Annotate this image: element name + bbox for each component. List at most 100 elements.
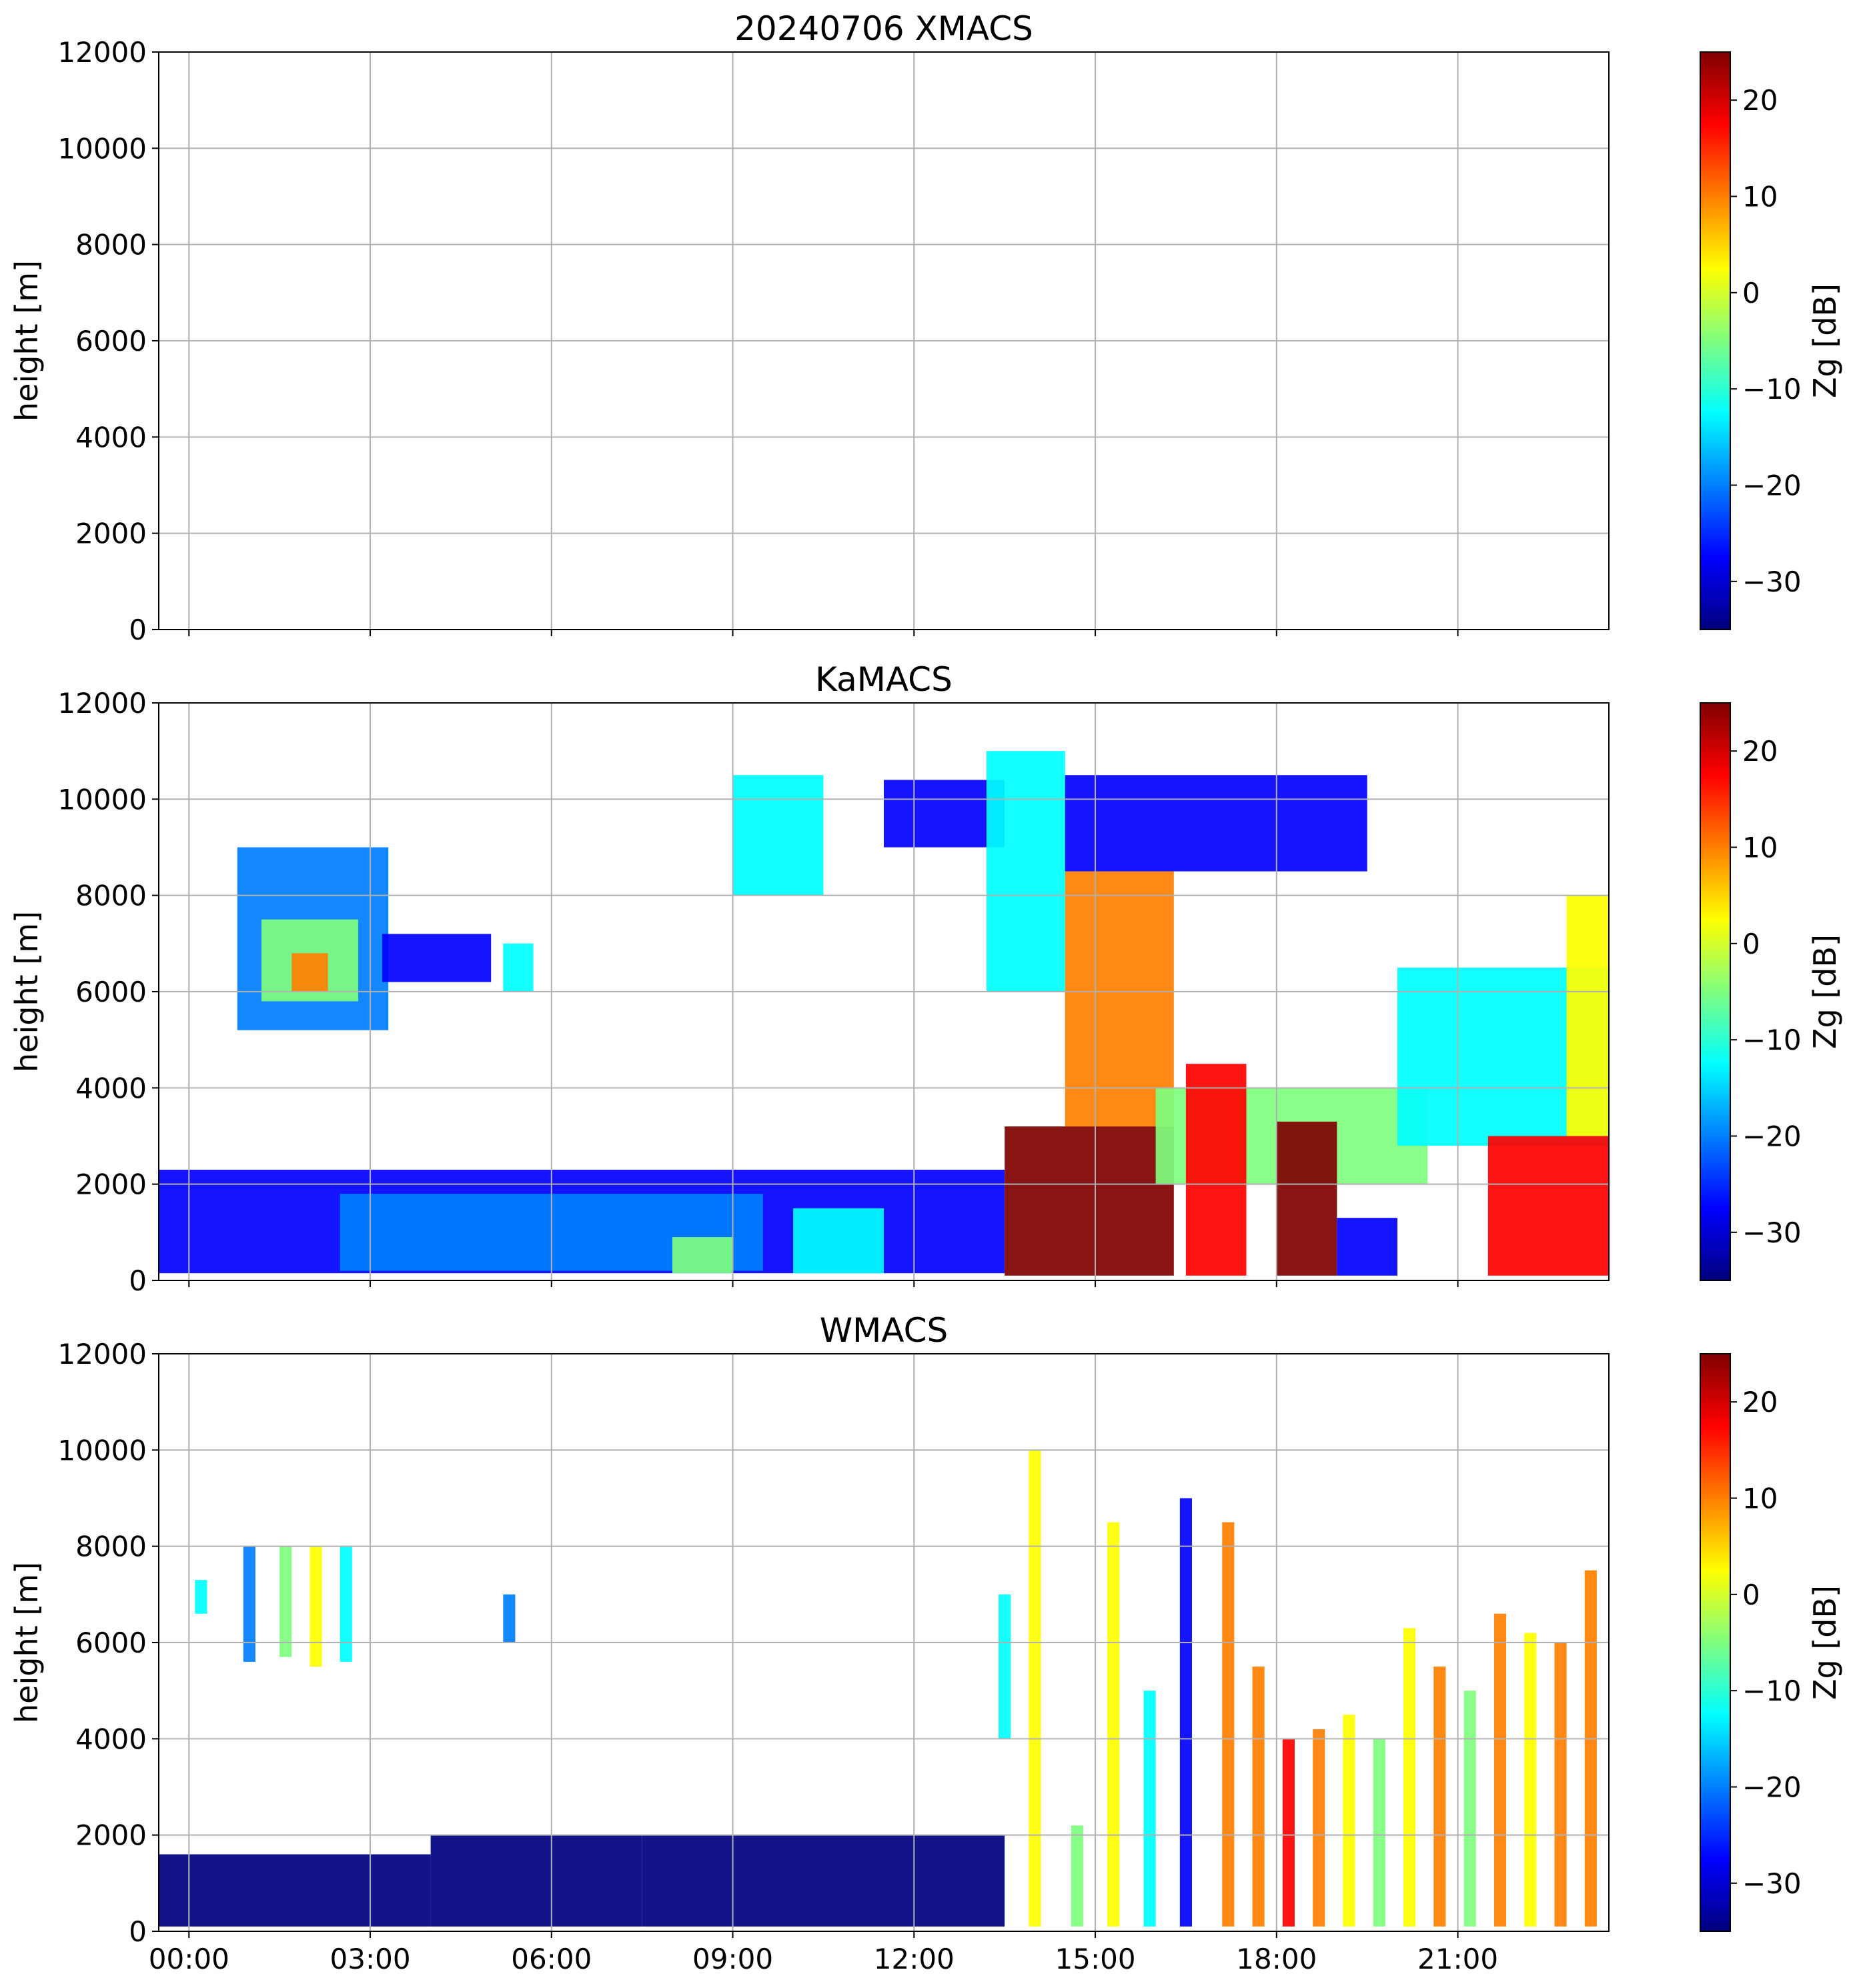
echo-cell	[1252, 1667, 1265, 1927]
echo-cell	[1337, 1218, 1397, 1276]
x-tick-label: 09:00	[692, 1943, 773, 1975]
panel-kamacs: 0 2000 4000 6000 8000 10000 12000 KaMACS height …	[9, 660, 1843, 1297]
echo-cell	[1185, 1064, 1247, 1276]
y-axis-label: height [m]	[9, 911, 45, 1072]
y-tick-label: 0	[129, 1915, 147, 1948]
y-tick-label: 8000	[75, 229, 147, 261]
colorbar-tick-label: 20	[1742, 735, 1778, 768]
reflectivity-echoes	[159, 1450, 1597, 1927]
panel-title: 20240706 XMACS	[734, 9, 1033, 48]
x-tick-label: 06:00	[511, 1943, 592, 1975]
y-tick-label: 12000	[57, 687, 147, 720]
panel-title: WMACS	[820, 1311, 949, 1350]
echo-cell	[291, 953, 328, 992]
echo-cell	[1282, 1739, 1295, 1927]
echo-cell	[884, 780, 1005, 848]
colorbar-tick-label: −20	[1742, 1120, 1802, 1153]
echo-cell	[1373, 1739, 1385, 1927]
echo-cell	[1276, 1121, 1337, 1276]
x-tick-label: 21:00	[1417, 1943, 1498, 1975]
y-tick-label: 2000	[75, 1819, 147, 1852]
y-axis-label: height [m]	[9, 260, 45, 421]
echo-cell	[1313, 1729, 1325, 1927]
echo-cell	[1566, 895, 1609, 1136]
echo-cell	[1343, 1715, 1355, 1927]
y-tick-label: 12000	[57, 36, 147, 69]
colorbar-tick-label: −20	[1742, 1771, 1802, 1804]
echo-cell	[732, 775, 824, 896]
echo-cell	[986, 751, 1065, 992]
y-tick-label: 4000	[75, 1072, 147, 1104]
echo-cell	[1554, 1643, 1567, 1927]
colorbar-tick-label: 10	[1742, 181, 1778, 213]
y-axis-label: height [m]	[9, 1562, 45, 1723]
echo-cell	[642, 1835, 1005, 1927]
echo-cell	[1524, 1633, 1537, 1927]
colorbar-tick-label: 20	[1742, 1386, 1778, 1418]
echo-cell	[1029, 1450, 1041, 1927]
echo-cell	[1107, 1522, 1120, 1927]
y-tick-label: 6000	[75, 1627, 147, 1659]
colorbar-tick-label: −30	[1742, 1867, 1802, 1900]
y-tick-label: 10000	[57, 1434, 147, 1466]
x-tick-label: 15:00	[1055, 1943, 1136, 1975]
y-tick-label: 4000	[75, 1723, 147, 1755]
colorbar-tick-label: −30	[1742, 566, 1802, 598]
y-tick-label: 0	[129, 614, 147, 646]
x-tick-label: 03:00	[330, 1943, 411, 1975]
x-tick-label: 18:00	[1236, 1943, 1317, 1975]
echo-cell	[309, 1546, 322, 1667]
colorbar-tick-label: −20	[1742, 469, 1802, 502]
y-tick-label: 10000	[57, 783, 147, 816]
echo-cell	[1065, 871, 1174, 1127]
y-tick-label: 8000	[75, 1531, 147, 1563]
echo-cell	[279, 1546, 292, 1657]
echo-cell	[672, 1237, 733, 1274]
panel-title: KaMACS	[815, 660, 953, 699]
colorbar-tick-label: 0	[1742, 1579, 1760, 1611]
echo-cell	[1222, 1522, 1235, 1927]
y-tick-label: 10000	[57, 132, 147, 165]
echo-cell	[1433, 1667, 1446, 1927]
colorbar	[1700, 51, 1731, 630]
y-tick-label: 6000	[75, 325, 147, 357]
echo-cell	[1403, 1628, 1416, 1927]
echo-cell	[1071, 1825, 1083, 1927]
y-tick-label: 8000	[75, 880, 147, 912]
x-tick-label: 12:00	[874, 1943, 955, 1975]
echo-cell	[1179, 1498, 1192, 1927]
echo-cell	[503, 943, 534, 992]
echo-cell	[243, 1546, 255, 1662]
echo-cell	[159, 1854, 431, 1927]
colorbar-tick-label: −30	[1742, 1216, 1802, 1249]
echo-cell	[430, 1835, 642, 1927]
colorbar	[1700, 702, 1731, 1281]
y-tick-label: 2000	[75, 518, 147, 550]
echo-cell	[1487, 1136, 1609, 1276]
colorbar-label: Zg [dB]	[1807, 934, 1843, 1049]
y-tick-label: 0	[129, 1264, 147, 1297]
echo-cell	[382, 934, 492, 982]
echo-cell	[195, 1580, 207, 1614]
panel-20240706-xmacs: 0 2000 4000 6000 8000 10000 12000 20240706 XMAC…	[9, 9, 1843, 646]
colorbar-tick-label: 20	[1742, 84, 1778, 117]
echo-cell	[1005, 1126, 1174, 1276]
echo-cell	[1463, 1691, 1476, 1927]
echo-cell	[1143, 1691, 1156, 1927]
reflectivity-echoes	[159, 751, 1609, 1276]
colorbar-tick-label: 0	[1742, 277, 1760, 309]
echo-cell	[1493, 1613, 1507, 1927]
colorbar	[1700, 1353, 1731, 1932]
colorbar-tick-label: 10	[1742, 1482, 1778, 1515]
echo-cell	[340, 1546, 352, 1662]
echo-cell	[999, 1594, 1011, 1739]
colorbar-tick-label: −10	[1742, 1024, 1802, 1056]
colorbar-tick-label: −10	[1742, 373, 1802, 405]
echo-cell	[1584, 1570, 1597, 1927]
colorbar-label: Zg [dB]	[1807, 283, 1843, 398]
x-tick-label: 00:00	[149, 1943, 229, 1975]
y-tick-label: 2000	[75, 1168, 147, 1201]
y-tick-label: 4000	[75, 421, 147, 453]
